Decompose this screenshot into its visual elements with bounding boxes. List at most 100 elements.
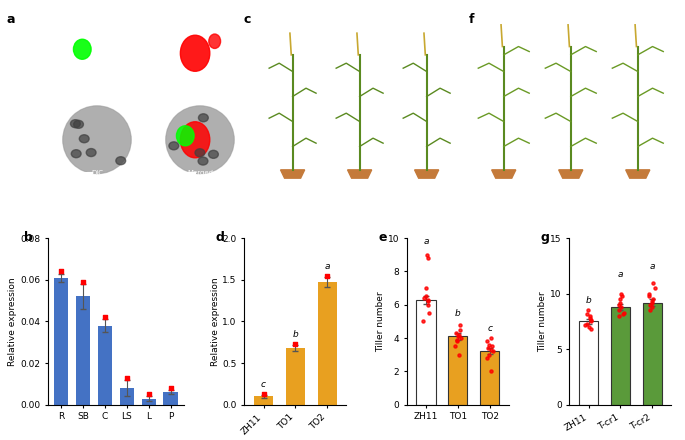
- Ellipse shape: [166, 106, 234, 174]
- Point: [77, 279, 88, 286]
- Ellipse shape: [180, 122, 210, 158]
- Point: [420, 285, 431, 292]
- Ellipse shape: [73, 39, 91, 59]
- Point: [585, 315, 596, 322]
- Circle shape: [69, 116, 79, 124]
- Circle shape: [195, 144, 205, 152]
- Text: ZH11: ZH11: [282, 188, 303, 197]
- Polygon shape: [347, 170, 372, 178]
- Point: [482, 338, 493, 345]
- Point: [618, 310, 629, 317]
- Text: GFP: GFP: [90, 17, 103, 23]
- Polygon shape: [492, 170, 516, 178]
- Text: c: c: [243, 13, 251, 26]
- Point: [486, 346, 497, 353]
- Polygon shape: [559, 170, 583, 178]
- Point: [615, 304, 626, 311]
- Point: [453, 331, 464, 338]
- Point: [453, 333, 464, 340]
- Point: [420, 293, 431, 300]
- Polygon shape: [281, 170, 305, 178]
- Point: [165, 385, 176, 392]
- Polygon shape: [625, 170, 650, 178]
- Text: TO2: TO2: [419, 188, 434, 197]
- Text: DIC: DIC: [91, 170, 103, 176]
- Point: [484, 341, 495, 348]
- Point: [487, 348, 498, 355]
- Circle shape: [101, 125, 111, 132]
- Point: [422, 251, 433, 258]
- Point: [644, 290, 655, 297]
- Ellipse shape: [62, 106, 132, 174]
- Point: [614, 307, 625, 314]
- Point: [423, 310, 434, 317]
- Point: [618, 309, 629, 316]
- Polygon shape: [414, 170, 438, 178]
- Point: [647, 279, 658, 286]
- Point: [487, 343, 498, 350]
- Point: [454, 321, 465, 328]
- Point: [482, 345, 493, 352]
- Point: [55, 268, 66, 275]
- Text: e: e: [378, 231, 387, 245]
- Text: b: b: [586, 296, 591, 305]
- Text: a: a: [649, 263, 655, 271]
- Point: [582, 310, 593, 317]
- Point: [423, 298, 434, 305]
- Point: [644, 293, 655, 300]
- Bar: [448, 337, 467, 405]
- Point: [455, 335, 466, 342]
- Point: [418, 295, 429, 302]
- Text: f: f: [469, 13, 475, 26]
- Text: Merged: Merged: [187, 170, 213, 176]
- Y-axis label: Tiller number: Tiller number: [376, 291, 385, 352]
- Bar: [416, 300, 436, 405]
- Bar: [98, 326, 112, 405]
- Point: [647, 298, 658, 305]
- Ellipse shape: [177, 126, 194, 146]
- Circle shape: [86, 135, 96, 143]
- Point: [451, 338, 462, 345]
- Y-axis label: Tiller number: Tiller number: [538, 291, 547, 352]
- Bar: [54, 278, 68, 405]
- Text: b: b: [292, 330, 298, 339]
- Text: c: c: [269, 18, 277, 31]
- Point: [290, 341, 301, 348]
- Text: g: g: [541, 231, 550, 245]
- Text: T-cr1: T-cr1: [562, 188, 580, 197]
- Point: [613, 301, 624, 308]
- Text: a: a: [325, 263, 330, 271]
- Point: [484, 351, 495, 358]
- Point: [647, 299, 658, 306]
- Bar: [611, 307, 630, 405]
- Circle shape: [186, 155, 196, 163]
- Point: [582, 320, 593, 327]
- Point: [645, 307, 656, 314]
- Point: [614, 296, 625, 303]
- Point: [486, 368, 497, 375]
- Text: ZH11: ZH11: [493, 188, 514, 197]
- Point: [143, 391, 154, 398]
- Circle shape: [177, 158, 187, 166]
- Point: [451, 330, 462, 337]
- Point: [616, 290, 627, 297]
- Point: [422, 301, 433, 308]
- Point: [454, 326, 465, 334]
- Text: T-cr2: T-cr2: [628, 188, 647, 197]
- Bar: [318, 282, 337, 405]
- Circle shape: [194, 114, 203, 121]
- Point: [615, 299, 626, 306]
- Bar: [164, 392, 177, 405]
- Point: [584, 323, 595, 330]
- Text: b: b: [23, 231, 32, 245]
- Point: [614, 312, 625, 319]
- Bar: [286, 348, 305, 405]
- Point: [585, 312, 596, 319]
- Y-axis label: Relative expression: Relative expression: [8, 277, 17, 366]
- Ellipse shape: [180, 35, 210, 71]
- Point: [121, 374, 132, 381]
- Point: [583, 307, 594, 314]
- Point: [453, 351, 464, 358]
- Text: a: a: [423, 238, 429, 246]
- Point: [649, 285, 660, 292]
